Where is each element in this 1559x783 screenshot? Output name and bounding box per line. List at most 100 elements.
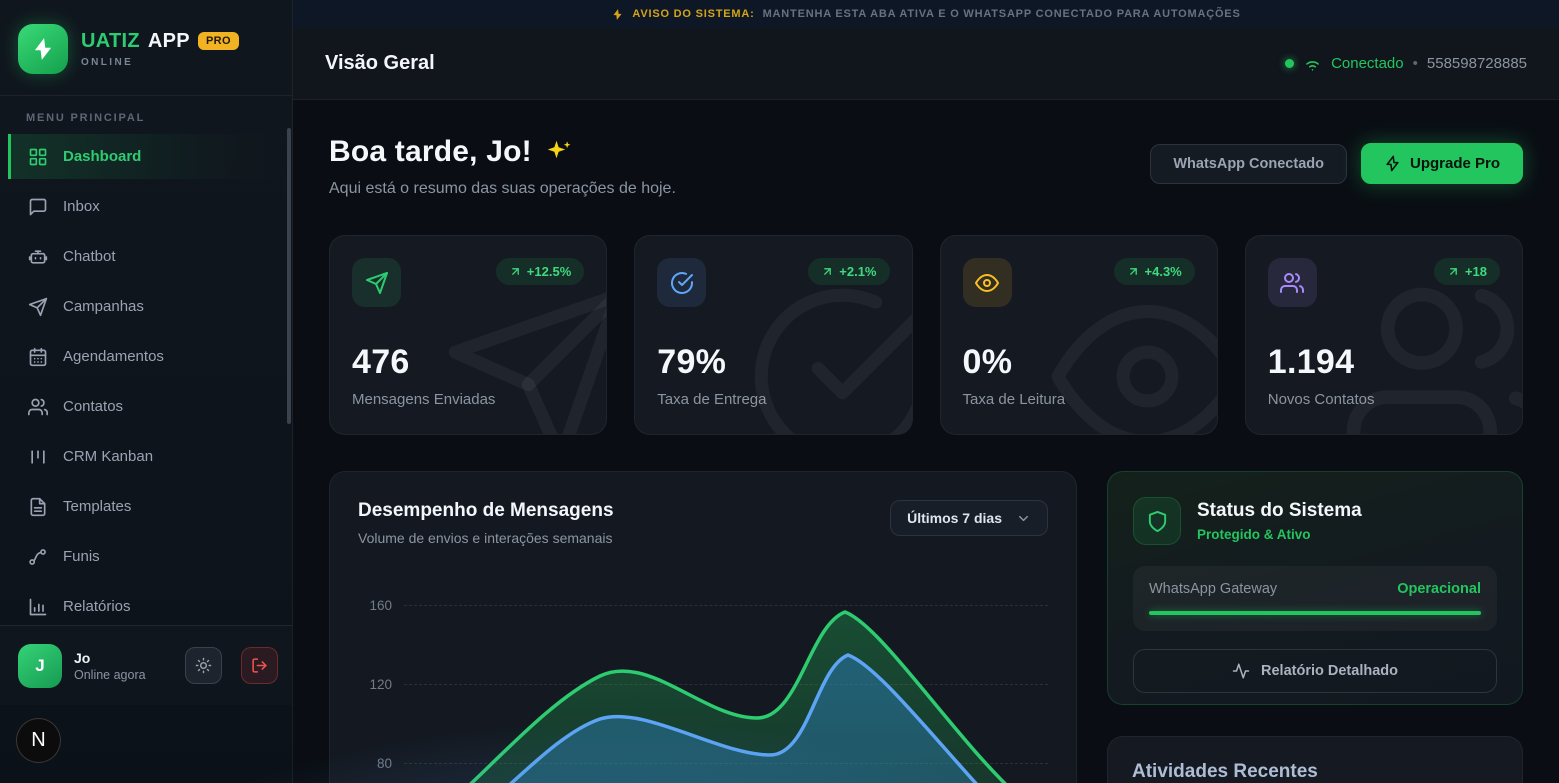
user-name: Jo bbox=[74, 649, 91, 666]
arrow-up-right-icon bbox=[1127, 265, 1140, 278]
detailed-report-label: Relatório Detalhado bbox=[1261, 663, 1398, 679]
lightning-bolt-icon bbox=[611, 8, 624, 21]
sidebar: UATIZ APP PRO ONLINE MENU PRINCIPAL Dash… bbox=[0, 0, 293, 783]
shield-icon bbox=[1133, 497, 1181, 545]
date-range-value: Últimos 7 dias bbox=[907, 510, 1002, 526]
check-circle-icon bbox=[657, 258, 707, 307]
sidebar-item-label: Relatórios bbox=[63, 598, 131, 615]
logout-button[interactable] bbox=[241, 647, 278, 684]
stat-card-taxa-leitura: +4.3% 0% Taxa de Leitura bbox=[939, 235, 1218, 435]
trend-badge: +4.3% bbox=[1113, 258, 1195, 285]
connection-status: Conectado • 558598728885 bbox=[1285, 54, 1527, 73]
trend-badge: +12.5% bbox=[495, 258, 585, 285]
y-axis-tick: 160 bbox=[369, 598, 392, 613]
y-axis-tick: 120 bbox=[369, 677, 392, 692]
logout-icon bbox=[251, 657, 268, 674]
whatsapp-connected-button[interactable]: WhatsApp Conectado bbox=[1150, 143, 1347, 184]
nextjs-dev-badge[interactable]: N bbox=[16, 718, 61, 763]
users-icon bbox=[28, 397, 48, 417]
theme-toggle-button[interactable] bbox=[185, 647, 222, 684]
menu-section-label: MENU PRINCIPAL bbox=[26, 112, 146, 124]
detailed-report-button[interactable]: Relatório Detalhado bbox=[1133, 649, 1497, 693]
pro-badge: PRO bbox=[197, 32, 239, 50]
stat-card-novos-contatos: +18 1.194 Novos Contatos bbox=[1244, 235, 1523, 435]
system-status-card: Status do Sistema Protegido & Ativo What… bbox=[1107, 471, 1523, 705]
gateway-status-value: Operacional bbox=[1397, 581, 1481, 597]
trend-badge: +2.1% bbox=[808, 258, 890, 285]
sidebar-item-label: Funis bbox=[63, 548, 100, 565]
sidebar-item-label: Contatos bbox=[63, 398, 124, 415]
date-range-select[interactable]: Últimos 7 dias bbox=[890, 500, 1048, 536]
system-notice-bar: AVISO DO SISTEMA: MANTENHA ESTA ABA ATIV… bbox=[293, 0, 1559, 28]
arrow-up-right-icon bbox=[1447, 265, 1460, 278]
lightning-bolt-icon bbox=[30, 36, 56, 62]
gateway-label: WhatsApp Gateway bbox=[1149, 581, 1278, 597]
recent-activities-title: Atividades Recentes bbox=[1132, 761, 1318, 782]
chart-series-svg bbox=[469, 610, 1007, 783]
upgrade-pro-button[interactable]: Upgrade Pro bbox=[1360, 143, 1523, 184]
stat-value: 476 bbox=[352, 343, 410, 381]
user-status: Online agora bbox=[74, 667, 146, 682]
whatsapp-connected-label: WhatsApp Conectado bbox=[1173, 155, 1324, 172]
sidebar-item-label: Templates bbox=[63, 498, 132, 515]
arrow-up-right-icon bbox=[509, 265, 522, 278]
status-dot bbox=[1285, 59, 1295, 68]
sidebar-item-dashboard[interactable]: Dashboard bbox=[8, 134, 282, 179]
file-text-icon bbox=[28, 497, 48, 517]
notice-message: MANTENHA ESTA ABA ATIVA E O WHATSAPP CON… bbox=[762, 8, 1241, 20]
upgrade-pro-label: Upgrade Pro bbox=[1409, 155, 1500, 172]
sidebar-item-relatorios[interactable]: Relatórios bbox=[8, 584, 282, 629]
gateway-progress-bar bbox=[1149, 611, 1481, 615]
sidebar-item-label: Campanhas bbox=[63, 298, 144, 315]
chart-title: Desempenho de Mensagens bbox=[358, 500, 614, 521]
stat-label: Taxa de Entrega bbox=[657, 391, 767, 408]
sidebar-item-chatbot[interactable]: Chatbot bbox=[8, 234, 282, 279]
y-axis-tick: 80 bbox=[376, 756, 392, 771]
sidebar-item-contatos[interactable]: Contatos bbox=[8, 384, 282, 429]
grid-icon bbox=[28, 147, 48, 167]
sidebar-item-crm-kanban[interactable]: CRM Kanban bbox=[8, 434, 282, 479]
sun-icon bbox=[195, 657, 212, 674]
app-online-status: ONLINE bbox=[81, 56, 134, 68]
arrow-up-right-icon bbox=[821, 265, 834, 278]
stat-value: 79% bbox=[657, 343, 727, 381]
sparkles-icon bbox=[544, 137, 574, 167]
message-square-icon bbox=[28, 197, 48, 217]
main-area: AVISO DO SISTEMA: MANTENHA ESTA ABA ATIV… bbox=[293, 0, 1559, 783]
separator-dot: • bbox=[1412, 55, 1418, 72]
brand-name-white: APP bbox=[147, 29, 190, 52]
activity-icon bbox=[1232, 662, 1250, 680]
status-panel-subtitle: Protegido & Ativo bbox=[1197, 527, 1311, 542]
app-logo bbox=[18, 23, 68, 74]
wifi-icon bbox=[1303, 54, 1322, 73]
kanban-icon bbox=[28, 447, 48, 467]
stat-card-mensagens-enviadas: +12.5% 476 Mensagens Enviadas bbox=[329, 235, 608, 435]
stat-label: Mensagens Enviadas bbox=[352, 391, 496, 408]
messages-performance-card: Desempenho de Mensagens Volume de envios… bbox=[329, 471, 1077, 783]
bot-icon bbox=[28, 247, 48, 267]
sidebar-item-label: CRM Kanban bbox=[63, 448, 154, 465]
calendar-icon bbox=[28, 347, 48, 367]
sidebar-item-campanhas[interactable]: Campanhas bbox=[8, 284, 282, 329]
app-logo-row: UATIZ APP PRO ONLINE bbox=[0, 0, 292, 96]
status-panel-title: Status do Sistema bbox=[1197, 500, 1362, 521]
chevron-down-icon bbox=[1016, 511, 1031, 526]
sidebar-scrollbar[interactable] bbox=[287, 128, 291, 424]
sidebar-nav: Dashboard Inbox Chatbot Campanhas Agenda… bbox=[0, 134, 292, 629]
sidebar-item-label: Agendamentos bbox=[63, 348, 164, 365]
bar-chart-icon bbox=[28, 597, 48, 617]
sidebar-item-label: Dashboard bbox=[63, 148, 142, 165]
brand-name-green: UATIZ bbox=[81, 29, 140, 52]
lightning-bolt-icon bbox=[1384, 155, 1401, 172]
sidebar-item-funis[interactable]: Funis bbox=[8, 534, 282, 579]
users-icon bbox=[1267, 258, 1317, 307]
sidebar-item-inbox[interactable]: Inbox bbox=[8, 184, 282, 229]
recent-activities-card: Atividades Recentes bbox=[1107, 736, 1523, 783]
sidebar-item-templates[interactable]: Templates bbox=[8, 484, 282, 529]
stat-value: 1.194 bbox=[1267, 343, 1355, 381]
greeting-subtitle: Aqui está o resumo das suas operações de… bbox=[329, 180, 676, 197]
sidebar-item-agendamentos[interactable]: Agendamentos bbox=[8, 334, 282, 379]
eye-icon bbox=[962, 258, 1012, 307]
avatar: J bbox=[18, 643, 62, 688]
gateway-status-box: WhatsApp Gateway Operacional bbox=[1133, 566, 1497, 631]
